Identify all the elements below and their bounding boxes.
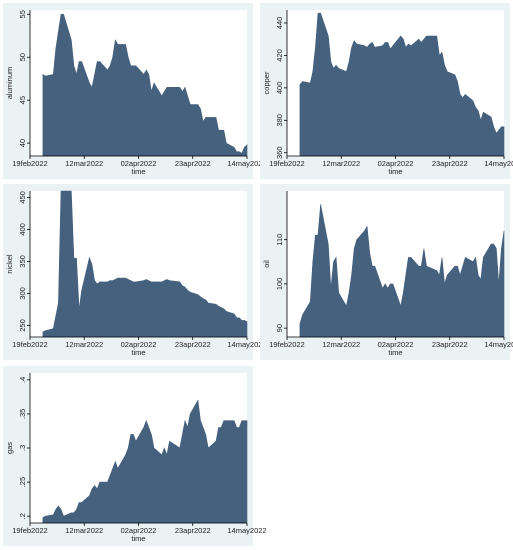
aluminum-ytick-label: 45: [18, 96, 27, 104]
aluminum-xtick-label: 19feb2022: [12, 159, 47, 168]
oil-xtick-label: 19feb2022: [269, 340, 304, 349]
gas-xtick-label: 14may2022: [227, 526, 266, 535]
oil-ytick-label: 100: [275, 278, 284, 291]
gas-chart: .2 .25 .3 .35 .4 19feb2022 12mar2022 02apr2022 2…: [5, 373, 267, 543]
aluminum-xtick-label: 23apr2022: [175, 159, 211, 168]
copper-ytick-label: 420: [275, 49, 284, 62]
gas-xlabel: time: [131, 534, 145, 543]
aluminum-ylabel: aluminum: [5, 67, 14, 100]
gas-xtick-label: 19feb2022: [12, 526, 47, 535]
oil-xtick-label: 12mar2022: [322, 340, 360, 349]
copper-xtick-label: 02apr2022: [378, 159, 414, 168]
gas-ytick-label: .2: [18, 513, 27, 519]
gas-ytick-label: .4: [18, 377, 27, 383]
nickel-area-series: [42, 190, 248, 338]
nickel-xtick-label: 19feb2022: [12, 340, 47, 349]
nickel-ytick-label: 400: [18, 223, 27, 236]
copper-xtick-label: 23apr2022: [432, 159, 468, 168]
oil-ylabel: oil: [262, 260, 271, 268]
nickel-ytick-label: 350: [18, 255, 27, 268]
nickel-xlabel: time: [131, 348, 145, 357]
copper-chart-panel: 360 380 400 420 440 19feb2022 12mar2022 02apr20…: [260, 3, 513, 179]
gas-ytick-label: .3: [18, 445, 27, 451]
gas-xtick-label: 12mar2022: [65, 526, 103, 535]
oil-ytick-label: 110: [275, 234, 284, 246]
copper-xtick-label: 12mar2022: [322, 159, 360, 168]
gas-area-series: [42, 399, 248, 524]
oil-chart: 90 100 110 19feb2022 12mar2022 02apr2022 23apr…: [262, 191, 513, 357]
gas-xtick-label: 02apr2022: [121, 526, 157, 535]
oil-area-series: [299, 204, 505, 338]
nickel-xtick-label: 23apr2022: [175, 340, 211, 349]
aluminum-ytick-label: 55: [18, 10, 27, 18]
oil-ytick-label: 90: [275, 324, 284, 332]
nickel-ylabel: nickel: [5, 254, 14, 274]
nickel-ytick-label: 450: [18, 191, 27, 204]
aluminum-xtick-label: 14may2022: [227, 159, 266, 168]
oil-xtick-label: 14may2022: [484, 340, 513, 349]
copper-ytick-label: 360: [275, 146, 284, 159]
nickel-chart-panel: 250 300 350 400 450 19feb2022 12mar2022 02apr20…: [3, 184, 267, 360]
aluminum-area-series: [42, 14, 248, 157]
nickel-xtick-label: 02apr2022: [121, 340, 157, 349]
oil-xtick-label: 23apr2022: [432, 340, 468, 349]
copper-ytick-label: 440: [275, 17, 284, 30]
aluminum-chart: 40 45 50 55 19feb2022 12mar2022 02apr2022 23apr…: [5, 10, 267, 176]
gas-ytick-label: .25: [18, 477, 27, 487]
copper-xlabel: time: [388, 167, 402, 176]
aluminum-xlabel: time: [131, 167, 145, 176]
nickel-xtick-label: 14may2022: [227, 340, 266, 349]
aluminum-chart-panel: 40 45 50 55 19feb2022 12mar2022 02apr2022 23apr…: [3, 3, 267, 179]
nickel-xtick-label: 12mar2022: [65, 340, 103, 349]
gas-xtick-label: 23apr2022: [175, 526, 211, 535]
nickel-ytick-label: 300: [18, 287, 27, 300]
copper-xtick-label: 14may2022: [484, 159, 513, 168]
copper-area-series: [299, 12, 505, 157]
aluminum-xtick-label: 02apr2022: [121, 159, 157, 168]
oil-xtick-label: 02apr2022: [378, 340, 414, 349]
copper-ytick-label: 380: [275, 114, 284, 127]
gas-chart-panel: .2 .25 .3 .35 .4 19feb2022 12mar2022 02apr2022 2…: [3, 366, 267, 546]
copper-ylabel: copper: [262, 71, 271, 94]
copper-xtick-label: 19feb2022: [269, 159, 304, 168]
copper-ytick-label: 400: [275, 82, 284, 95]
aluminum-xtick-label: 12mar2022: [65, 159, 103, 168]
nickel-chart: 250 300 350 400 450 19feb2022 12mar2022 02apr20…: [5, 190, 267, 357]
oil-chart-panel: 90 100 110 19feb2022 12mar2022 02apr2022 23apr…: [260, 184, 513, 360]
aluminum-ytick-label: 50: [18, 53, 27, 61]
nickel-ytick-label: 250: [18, 319, 27, 332]
gas-ylabel: gas: [5, 442, 14, 454]
gas-ytick-label: .35: [18, 409, 27, 419]
oil-xlabel: time: [388, 348, 402, 357]
copper-chart: 360 380 400 420 440 19feb2022 12mar2022 02apr20…: [262, 10, 513, 176]
aluminum-ytick-label: 40: [18, 139, 27, 147]
